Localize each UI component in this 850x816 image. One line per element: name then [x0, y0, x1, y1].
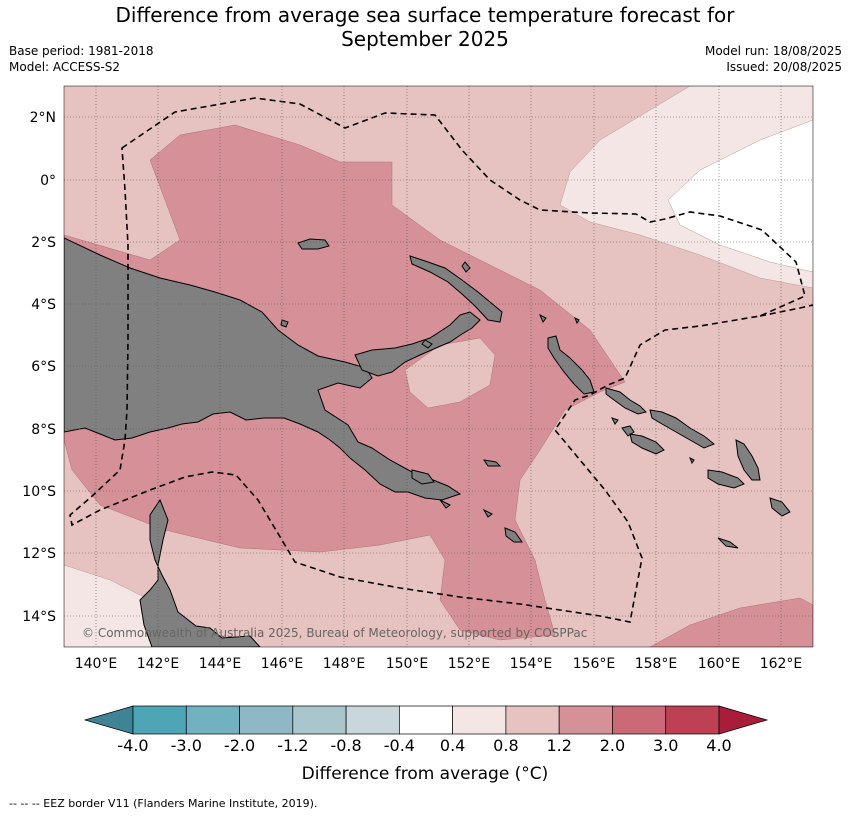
- land-small-island-4: [574, 316, 580, 325]
- lon-label: 142°E: [137, 656, 180, 672]
- land-cape-york: [139, 498, 261, 647]
- colorbar-segment: [612, 705, 667, 735]
- colorbar-segment: [345, 705, 400, 735]
- colorbar-tick-label: 1.2: [546, 736, 571, 755]
- colorbar-segment: [292, 705, 347, 735]
- land-small-island-1: [461, 261, 471, 273]
- land-small-island-6: [689, 456, 695, 465]
- lat-label: 14°S: [22, 609, 56, 625]
- eez-border-solomon-east: [759, 304, 813, 317]
- land-new-georgia: [621, 425, 635, 437]
- lon-label: 162°E: [760, 656, 803, 672]
- colorbar-label: Difference from average (°C): [301, 764, 549, 784]
- land-small-island-7: [717, 537, 739, 549]
- land-woodlark: [482, 459, 502, 467]
- lon-label: 156°E: [573, 656, 616, 672]
- lon-label: 148°E: [323, 656, 366, 672]
- colorbar-extend-high: [718, 705, 769, 735]
- lat-label: 2°N: [30, 110, 56, 126]
- lat-label: 2°S: [31, 235, 56, 251]
- colorbar-segment: [185, 705, 240, 735]
- colorbar-segment: [452, 705, 507, 735]
- land-masses: [64, 237, 791, 647]
- colorbar-tick-label: 3.0: [653, 736, 678, 755]
- eez-legend: -- -- -- EEZ border V11 (Flanders Marine…: [9, 797, 318, 810]
- land-makira: [707, 469, 745, 489]
- colorbar-segment: [132, 705, 187, 735]
- map-frame: [63, 85, 814, 648]
- land-rennell: [769, 497, 791, 517]
- model-run: Model run: 18/08/2025: [704, 44, 842, 58]
- land-small-island-5: [611, 417, 619, 425]
- colorbar-segment: [505, 705, 560, 735]
- land-louisiade: [504, 527, 523, 543]
- lon-label: 140°E: [75, 656, 118, 672]
- land-choiseul: [605, 387, 647, 415]
- copyright-notice: © Commonwealth of Australia 2025, Bureau…: [82, 626, 587, 640]
- lat-label: 6°S: [31, 359, 56, 375]
- colorbar-segment: [239, 705, 294, 735]
- colorbar-tick-label: -3.0: [171, 736, 202, 755]
- meta-right: Model run: 18/08/2025 Issued: 20/08/2025: [705, 43, 842, 75]
- colorbar-tick-label: -4.0: [117, 736, 148, 755]
- model-name: Model: ACCESS-S2: [9, 60, 121, 74]
- graticule: [64, 86, 813, 647]
- lon-label: 146°E: [261, 656, 304, 672]
- colorbar-segment: [665, 705, 720, 735]
- land-small-island-10: [482, 508, 493, 518]
- colorbar-tick-label: -0.8: [330, 736, 361, 755]
- lat-label: 8°S: [31, 422, 56, 438]
- lon-label: 150°E: [386, 656, 429, 672]
- colorbar-segment: [399, 705, 453, 735]
- title-line-1: Difference from average sea surface temp…: [115, 3, 735, 27]
- lat-label: 10°S: [22, 484, 56, 500]
- anomaly-field-1.2-2.0-southeast: [649, 597, 813, 647]
- land-small-island-2: [280, 319, 289, 328]
- lon-label: 144°E: [199, 656, 242, 672]
- land-dentrecasteaux: [411, 469, 435, 485]
- land-manus: [297, 238, 330, 250]
- colorbar-tick-label: 0.4: [440, 736, 465, 755]
- lat-label: 0°: [40, 173, 56, 189]
- title-line-2: September 2025: [341, 27, 509, 51]
- lon-label: 160°E: [698, 656, 741, 672]
- lon-label: 152°E: [448, 656, 491, 672]
- land-new-britain: [354, 311, 481, 377]
- land-new-ireland: [409, 255, 503, 323]
- lat-label: 12°S: [22, 546, 56, 562]
- colorbar-tick-label: 4.0: [706, 736, 731, 755]
- lon-label: 154°E: [510, 656, 553, 672]
- anomaly-field-0.8-1.2-pocket: [404, 337, 496, 409]
- colorbar-tick-label: -0.4: [384, 736, 415, 755]
- land-malaita: [735, 439, 761, 481]
- colorbar-extend-low: [83, 705, 134, 735]
- colorbar: [83, 705, 769, 735]
- chart-title: Difference from average sea surface temp…: [0, 3, 850, 51]
- map-area[interactable]: [64, 86, 813, 647]
- colorbar-tick-label: 2.0: [600, 736, 625, 755]
- colorbar-tick-label: -1.2: [277, 736, 308, 755]
- base-period: Base period: 1981-2018: [9, 44, 154, 58]
- land-small-island-3: [421, 339, 433, 349]
- lat-label: 4°S: [31, 297, 56, 313]
- land-small-island-9: [439, 499, 451, 509]
- colorbar-tick-label: -2.0: [224, 736, 255, 755]
- lon-label: 158°E: [635, 656, 678, 672]
- issued-date: Issued: 20/08/2025: [726, 60, 842, 74]
- colorbar-tick-labels: -4.0 -3.0 -2.0 -1.2 -0.8 -0.4 0.4 0.8 1.2 2.0 3.0 4…: [117, 736, 731, 755]
- colorbar-segment: [558, 705, 613, 735]
- land-guadalcanal: [629, 433, 665, 455]
- land-new-guinea: [64, 237, 462, 501]
- meta-left: Base period: 1981-2018 Model: ACCESS-S2: [9, 43, 154, 75]
- land-small-island-8: [539, 313, 547, 323]
- eez-border-png: [69, 97, 806, 623]
- anomaly-field-neutral: [667, 119, 813, 273]
- colorbar-tick-label: 0.8: [493, 736, 518, 755]
